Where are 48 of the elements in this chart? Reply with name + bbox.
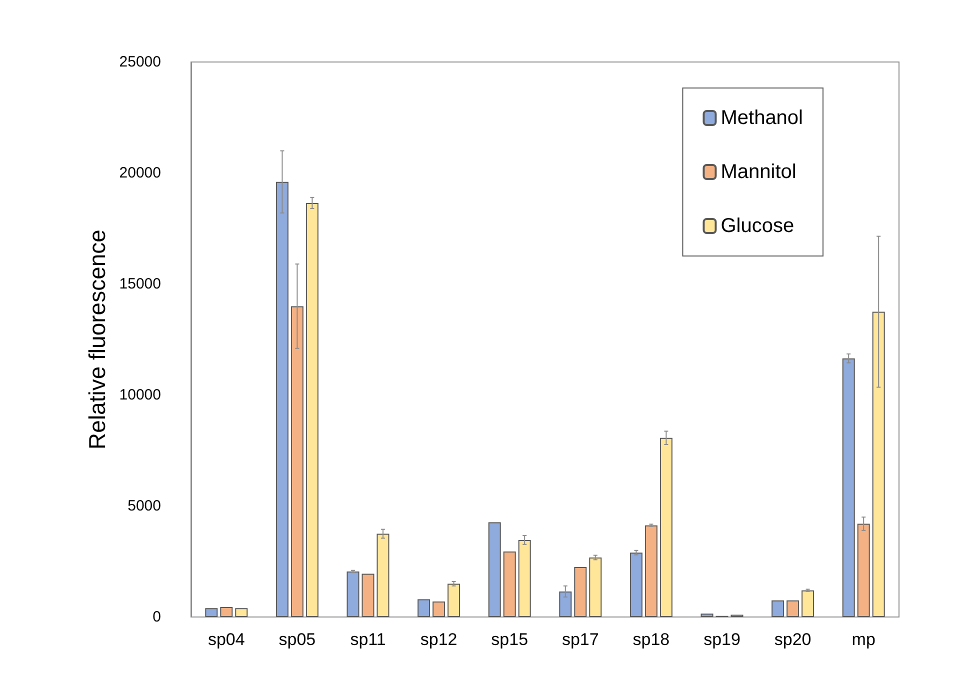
x-tick-label: sp11	[350, 630, 386, 649]
bar	[644, 525, 658, 617]
bar	[418, 599, 430, 617]
x-tick-label: sp18	[632, 630, 670, 649]
x-tick-label: sp12	[420, 630, 458, 649]
bar	[376, 534, 390, 617]
x-tick-label: sp04	[208, 630, 245, 649]
legend-label: Mannitol	[720, 161, 796, 183]
bar	[559, 591, 572, 617]
legend-label: Glucose	[720, 215, 794, 237]
bar	[630, 552, 642, 617]
bar	[857, 524, 870, 617]
bar	[290, 306, 304, 617]
y-tick-label: 0	[152, 608, 161, 626]
bar	[660, 438, 672, 617]
bar	[589, 558, 602, 617]
y-tick-label: 10000	[119, 386, 161, 404]
bar	[432, 601, 446, 617]
bar	[448, 584, 460, 617]
x-tick-label: sp20	[774, 630, 812, 649]
bar	[205, 608, 218, 617]
y-tick-label: 25000	[119, 54, 161, 70]
bar	[503, 552, 516, 617]
y-tick-label: 20000	[119, 164, 161, 182]
x-tick-label: sp19	[704, 630, 740, 649]
bar	[842, 358, 855, 617]
y-axis-title: Relative fluorescence	[84, 230, 110, 450]
y-tick-label: 15000	[119, 276, 161, 292]
bar	[306, 202, 318, 617]
x-tick-label: sp17	[562, 630, 599, 649]
bar	[362, 574, 374, 617]
bar	[786, 600, 800, 617]
x-tick-label: sp15	[491, 630, 528, 649]
bar	[235, 608, 248, 617]
x-tick-label: sp05	[278, 630, 316, 649]
x-tick-label: mp	[852, 630, 876, 649]
bar	[772, 600, 784, 617]
bar	[802, 590, 814, 617]
bar	[488, 522, 501, 617]
legend-label: Methanol	[720, 107, 804, 129]
bar	[220, 607, 233, 617]
bar	[518, 540, 531, 617]
bar	[872, 312, 885, 617]
bar	[700, 614, 714, 617]
bar	[346, 571, 360, 617]
bar	[574, 567, 587, 617]
bar	[276, 182, 288, 617]
y-tick-label: 5000	[128, 498, 161, 514]
